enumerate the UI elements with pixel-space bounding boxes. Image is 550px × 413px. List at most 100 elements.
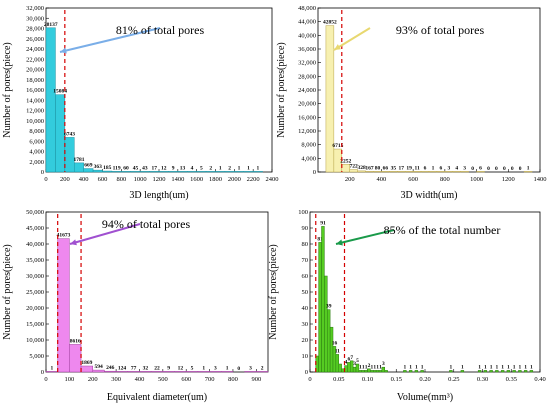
bar-data-label: 722 bbox=[350, 164, 359, 170]
bar bbox=[350, 360, 354, 373]
bar bbox=[512, 370, 516, 373]
bar bbox=[243, 171, 254, 173]
bar bbox=[80, 365, 93, 373]
bar-data-label: 1 bbox=[226, 365, 229, 371]
bar-data-label: 1 bbox=[365, 364, 368, 370]
bar bbox=[381, 366, 385, 373]
bar bbox=[209, 371, 222, 373]
bar bbox=[373, 171, 382, 173]
bar bbox=[381, 171, 390, 173]
bar-data-label: 77 bbox=[131, 365, 137, 371]
bar bbox=[373, 370, 377, 373]
bar-data-label: 3 bbox=[249, 365, 252, 371]
percentage-annotation: 94% of total pores bbox=[102, 217, 191, 231]
x-tick-label: 400 bbox=[79, 176, 89, 183]
bar bbox=[139, 171, 150, 173]
y-tick-label: 0 bbox=[305, 369, 308, 376]
bar-data-label: 35 bbox=[391, 165, 397, 171]
x-axis-label: 3D width(um) bbox=[401, 190, 458, 201]
x-tick-label: 2400 bbox=[266, 176, 279, 183]
bar bbox=[83, 168, 94, 173]
x-tick-label: 1400 bbox=[171, 176, 184, 183]
annotation-arrow bbox=[335, 229, 395, 245]
bar-data-label: 6743 bbox=[64, 131, 75, 137]
bar bbox=[130, 171, 141, 173]
bar-data-label: 1 bbox=[496, 364, 499, 370]
bar-data-label: 2252 bbox=[340, 158, 351, 164]
bar bbox=[404, 171, 414, 173]
bar bbox=[529, 370, 534, 373]
bar bbox=[428, 171, 438, 173]
bar-data-label: 0 bbox=[471, 166, 474, 172]
bar-data-label: 60 bbox=[123, 165, 129, 171]
x-axis-label: Equivalent diameter(um) bbox=[107, 392, 207, 403]
bar-data-label: 1 bbox=[507, 364, 510, 370]
bar-data-label: 1 bbox=[519, 364, 522, 370]
bar-data-label: 6 bbox=[424, 165, 427, 171]
bar bbox=[370, 370, 374, 373]
bar-data-label: 17 bbox=[152, 165, 158, 171]
y-tick-label: 22,000 bbox=[26, 56, 44, 63]
x-tick-label: 600 bbox=[408, 176, 418, 183]
bar-data-label: 1 bbox=[421, 364, 424, 370]
bar-data-label: 41673 bbox=[57, 233, 71, 239]
y-tick-label: 16,000 bbox=[26, 87, 44, 94]
x-tick-label: 0.35 bbox=[506, 376, 517, 383]
bar-data-label: 124 bbox=[118, 365, 127, 371]
bar-data-label: 2 bbox=[209, 165, 212, 171]
bar bbox=[375, 370, 380, 373]
bar bbox=[506, 370, 511, 373]
bar bbox=[57, 238, 70, 373]
y-tick-label: 50 bbox=[302, 289, 309, 296]
bar bbox=[329, 326, 334, 373]
x-tick-label: 0.10 bbox=[362, 376, 373, 383]
annotation-arrow bbox=[333, 27, 371, 51]
bar-data-label: 81 bbox=[317, 236, 323, 242]
bar bbox=[64, 137, 75, 173]
bar bbox=[196, 171, 207, 173]
bar-data-label: 363 bbox=[94, 164, 103, 170]
x-tick-label: 2000 bbox=[228, 176, 241, 183]
bar bbox=[111, 171, 122, 173]
bar bbox=[338, 363, 342, 373]
y-tick-label: 4,000 bbox=[301, 155, 316, 162]
x-tick-label: 1200 bbox=[153, 176, 166, 183]
arrow-head-icon bbox=[70, 239, 77, 246]
bar bbox=[477, 370, 482, 373]
y-tick-label: 40,000 bbox=[298, 32, 316, 39]
bar bbox=[327, 309, 331, 373]
x-tick-label: 0.40 bbox=[534, 376, 545, 383]
bar-data-label: 19 bbox=[406, 165, 412, 171]
bar bbox=[357, 170, 366, 173]
bar bbox=[149, 171, 160, 173]
arrow-head-icon bbox=[334, 44, 341, 50]
bar-data-label: 167 bbox=[365, 165, 374, 171]
bar-data-label: 246 bbox=[106, 365, 115, 371]
x-tick-label: 100 bbox=[64, 376, 74, 383]
y-tick-label: 40 bbox=[302, 305, 309, 312]
y-tick-label: 20,000 bbox=[26, 305, 44, 312]
x-tick-label: 900 bbox=[251, 376, 261, 383]
percentage-annotation: 93% of total pores bbox=[396, 23, 485, 37]
y-tick-label: 12,000 bbox=[298, 128, 316, 135]
bar-data-label: 3 bbox=[447, 165, 450, 171]
bar-data-label: 1 bbox=[432, 165, 435, 171]
bar-data-label: 91 bbox=[320, 220, 326, 226]
bar bbox=[347, 362, 351, 373]
bar bbox=[187, 171, 197, 173]
y-tick-label: 0 bbox=[41, 369, 44, 376]
y-axis-label: Number of pores(piece) bbox=[2, 42, 13, 138]
bar-data-label: 5 bbox=[200, 165, 203, 171]
bar bbox=[45, 27, 56, 173]
bar-data-label: 185 bbox=[103, 165, 112, 171]
x-tick-label: 800 bbox=[440, 176, 450, 183]
bar-data-label: 1 bbox=[450, 364, 453, 370]
bar-data-label: 3 bbox=[214, 365, 217, 371]
bar-data-label: 8616 bbox=[70, 338, 81, 344]
bar-data-label: 669 bbox=[84, 163, 93, 169]
y-tick-label: 10,000 bbox=[26, 118, 44, 125]
bar bbox=[460, 370, 465, 373]
y-tick-label: 25,000 bbox=[26, 289, 44, 296]
bar bbox=[389, 171, 398, 173]
y-tick-label: 60 bbox=[302, 273, 309, 280]
